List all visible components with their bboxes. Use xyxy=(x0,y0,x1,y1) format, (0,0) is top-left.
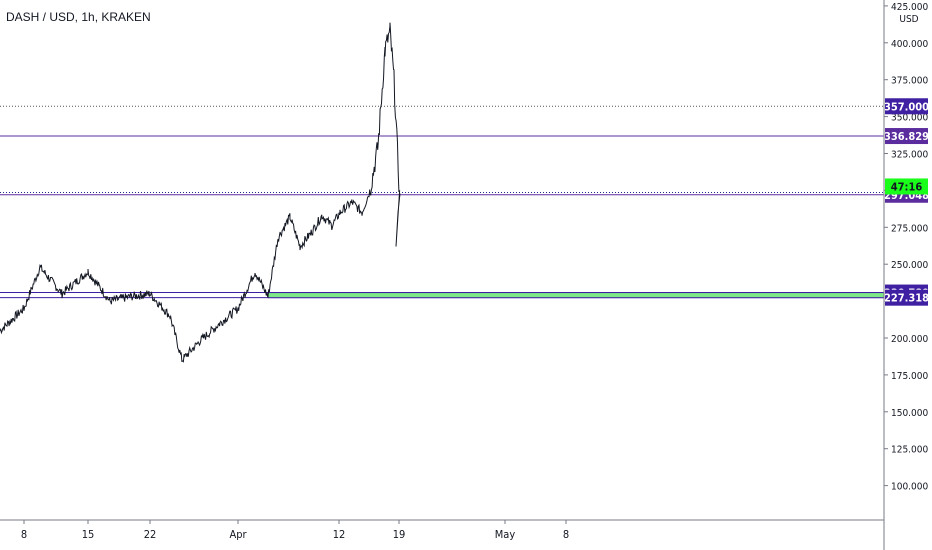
price-tick-label: 325.000 xyxy=(891,150,928,161)
price-tick-label: 350.000 xyxy=(891,113,928,124)
time-tick-label: Apr xyxy=(229,528,247,541)
price-tick-label: 200.000 xyxy=(891,334,928,345)
price-axis-ticks[interactable]: 425.000400.000375.000350.000325.000300.0… xyxy=(884,2,928,493)
support-zone[interactable] xyxy=(267,292,885,299)
price-badge-label: 357.000 xyxy=(884,100,929,113)
price-badge xyxy=(885,178,928,195)
time-tick-label: 8 xyxy=(563,528,569,541)
time-tick-label: 8 xyxy=(21,528,27,541)
price-tick-label: 150.000 xyxy=(891,408,928,419)
time-axis-ticks[interactable]: 8 15 22 Apr 12 19 May 8 xyxy=(21,520,569,541)
time-tick-label: 22 xyxy=(144,528,157,541)
price-badge xyxy=(885,128,928,145)
price-badge-label: 336.829 xyxy=(884,130,929,143)
price-series-line xyxy=(0,22,401,363)
time-tick-label: 19 xyxy=(393,528,406,541)
price-badge xyxy=(885,98,928,115)
time-tick-label: May xyxy=(495,528,516,541)
currency-label: USD xyxy=(899,14,918,25)
price-tick-label: 375.000 xyxy=(891,76,928,87)
price-tick-label: 100.000 xyxy=(891,482,928,493)
horizontal-levels xyxy=(0,105,884,299)
symbol-title: DASH / USD, 1h, KRAKEN xyxy=(6,10,151,24)
price-badge-label: 227.318 xyxy=(884,292,929,305)
price-tick-label: 425.000 xyxy=(891,2,928,13)
price-badge xyxy=(885,289,928,306)
price-tick-label: 400.000 xyxy=(891,39,928,50)
price-tick-label: 250.000 xyxy=(891,260,928,271)
price-badge-label: 47:16 xyxy=(891,180,923,193)
time-tick-label: 15 xyxy=(82,528,95,541)
price-tick-label: 275.000 xyxy=(891,223,928,234)
price-tick-label: 175.000 xyxy=(891,371,928,382)
price-tick-label: 125.000 xyxy=(891,445,928,456)
time-tick-label: 12 xyxy=(333,528,346,541)
